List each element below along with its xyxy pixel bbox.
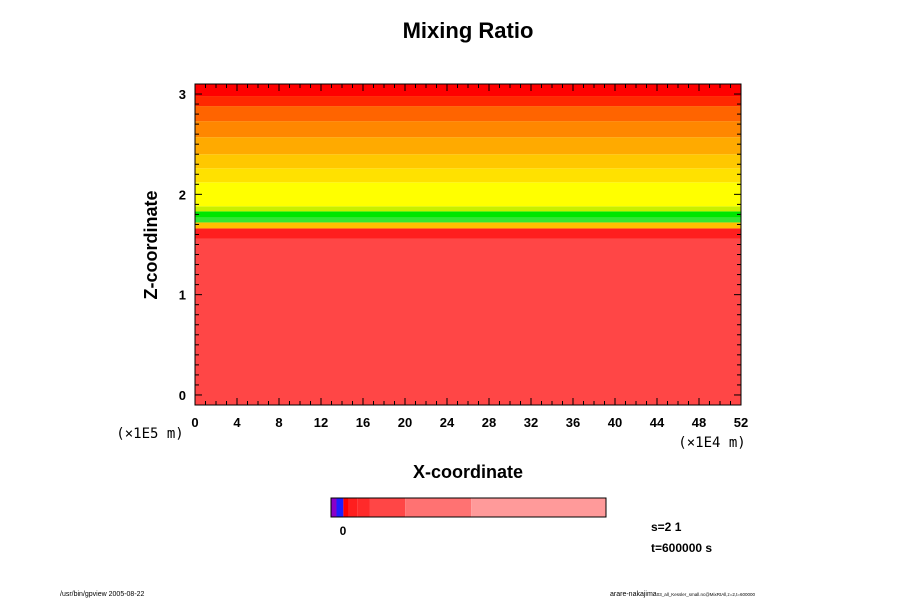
contour-band-0	[195, 238, 741, 405]
contour-band-1	[195, 228, 741, 239]
colorbar	[330, 497, 607, 518]
x-tick-label: 20	[398, 415, 412, 430]
footer-right-detail: 03_all_Kessler_small.nc@MixRtAll,z=2,t=6…	[657, 592, 756, 597]
x-tick-label: 0	[191, 415, 198, 430]
x-tick-label: 28	[482, 415, 496, 430]
contour-band-11	[195, 106, 741, 122]
x-axis: 0 4 8 12 16 20 24 28 32 36 40 44 48 52	[191, 84, 748, 430]
x-tick-label: 52	[734, 415, 748, 430]
contour-band-6	[195, 182, 741, 207]
y-tick-label: 0	[179, 388, 186, 403]
colorbar-segment-5	[369, 498, 406, 517]
contour-band-7	[195, 168, 741, 183]
y-tick-label: 1	[179, 288, 186, 303]
colorbar-segment-6	[405, 498, 472, 517]
x-tick-label: 16	[356, 415, 370, 430]
contour-band-5	[195, 206, 741, 212]
y-tick-label: 3	[179, 87, 186, 102]
y-axis: 0 1 2 3	[179, 83, 741, 406]
footer-right: arare-nakajima03_all_Kessler_small.nc@Mi…	[610, 591, 756, 598]
x-tick-label: 24	[440, 415, 455, 430]
colorbar-segment-3	[348, 498, 358, 517]
colorbar-zero-label: 0	[340, 524, 347, 538]
y-scale-label: (×1E5 m)	[116, 426, 183, 442]
colorbar-frame	[330, 497, 607, 518]
t-value: t=600000 s	[651, 541, 712, 555]
contour-band-10	[195, 121, 741, 138]
colorbar-segment-4	[357, 498, 370, 517]
colorbar-segment-1	[336, 498, 344, 517]
colorbar-segment-0	[331, 498, 337, 517]
contour-band-8	[195, 154, 741, 169]
y-tick-label: 2	[179, 187, 186, 202]
x-tick-label: 36	[566, 415, 580, 430]
x-tick-label: 32	[524, 415, 538, 430]
colorbar-segment-2	[343, 498, 349, 517]
s-value: s=2 1	[651, 520, 682, 534]
contour-band-4	[195, 211, 741, 218]
contour-band-2	[195, 222, 741, 229]
x-scale-label: (×1E4 m)	[678, 435, 745, 451]
plot-area	[194, 83, 742, 406]
x-tick-label: 8	[275, 415, 282, 430]
x-tick-label: 44	[650, 415, 665, 430]
x-tick-label: 4	[233, 415, 241, 430]
x-tick-label: 12	[314, 415, 328, 430]
footer-left: /usr/bin/gpview 2005-08-22	[60, 591, 145, 598]
contour-band-9	[195, 137, 741, 155]
chart-title: Mixing Ratio	[403, 18, 534, 43]
footer-right-name: arare-nakajima	[610, 591, 657, 598]
contour-band-3	[195, 217, 741, 223]
x-axis-label: X-coordinate	[413, 462, 523, 482]
x-tick-label: 48	[692, 415, 706, 430]
contour-band-12	[195, 96, 741, 107]
colorbar-segment-7	[471, 498, 606, 517]
x-tick-label: 40	[608, 415, 622, 430]
y-axis-label: Z-coordinate	[141, 190, 161, 299]
